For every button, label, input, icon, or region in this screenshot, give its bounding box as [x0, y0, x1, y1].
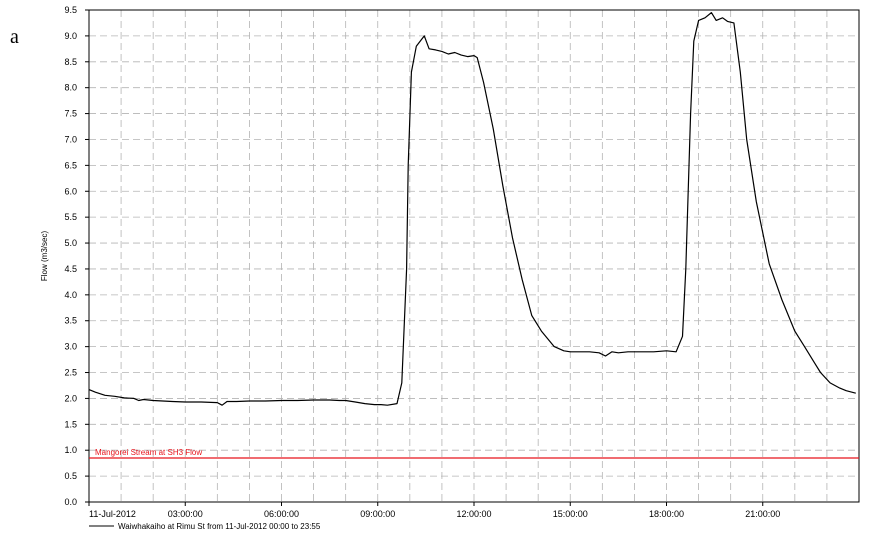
x-axis: 11-Jul-2012 03:00:00 06:00:00 09:00:00 12:00…	[88, 502, 780, 519]
y-tick-label: 3.0	[64, 342, 77, 352]
grid-lines	[89, 9, 859, 503]
y-tick-label: 9.5	[64, 5, 77, 15]
x-tick-label: 18:00:00	[649, 509, 684, 519]
x-tick-label: 11-Jul-2012	[89, 509, 136, 519]
y-tick-label: 1.5	[64, 419, 77, 429]
y-tick-label: 4.5	[64, 264, 77, 274]
x-tick-label: 21:00:00	[745, 509, 780, 519]
y-tick-label: 0.5	[64, 471, 77, 481]
y-axis: 0.0 0.5 1.0 1.5 2.0 2.5 3.0 3.5 4.0 4.5 5.0 5.5 6.0 6…	[64, 5, 89, 507]
y-axis-label: Flow (m3/sec)	[40, 231, 49, 282]
x-tick-label: 09:00:00	[360, 509, 395, 519]
y-tick-label: 2.5	[64, 368, 77, 378]
y-tick-label: 2.0	[64, 393, 77, 403]
y-tick-label: 6.5	[64, 160, 77, 170]
y-tick-label: 6.0	[64, 186, 77, 196]
series-layer	[88, 12, 856, 406]
series-line-0	[88, 12, 856, 406]
y-tick-label: 7.0	[64, 134, 77, 144]
y-tick-label: 3.5	[64, 316, 77, 326]
y-tick-label: 4.0	[64, 290, 77, 300]
panel-label: a	[10, 26, 19, 48]
reference-line-label: Mangorei Stream at SH3 Flow	[95, 448, 202, 457]
y-tick-label: 0.0	[64, 497, 77, 507]
y-tick-label: 8.5	[64, 57, 77, 67]
y-tick-label: 7.5	[64, 109, 77, 119]
legend: Waiwhakaiho at Rimu St from 11-Jul-2012 …	[89, 522, 321, 531]
y-tick-label: 5.0	[64, 238, 77, 248]
legend-entry: Waiwhakaiho at Rimu St from 11-Jul-2012 …	[118, 522, 321, 531]
x-tick-label: 03:00:00	[168, 509, 203, 519]
x-tick-label: 06:00:00	[264, 509, 299, 519]
y-tick-label: 9.0	[64, 31, 77, 41]
x-tick-label: 15:00:00	[553, 509, 588, 519]
y-tick-label: 8.0	[64, 83, 77, 93]
y-tick-label: 1.0	[64, 445, 77, 455]
y-tick-label: 5.5	[64, 212, 77, 222]
x-tick-label: 12:00:00	[456, 509, 491, 519]
